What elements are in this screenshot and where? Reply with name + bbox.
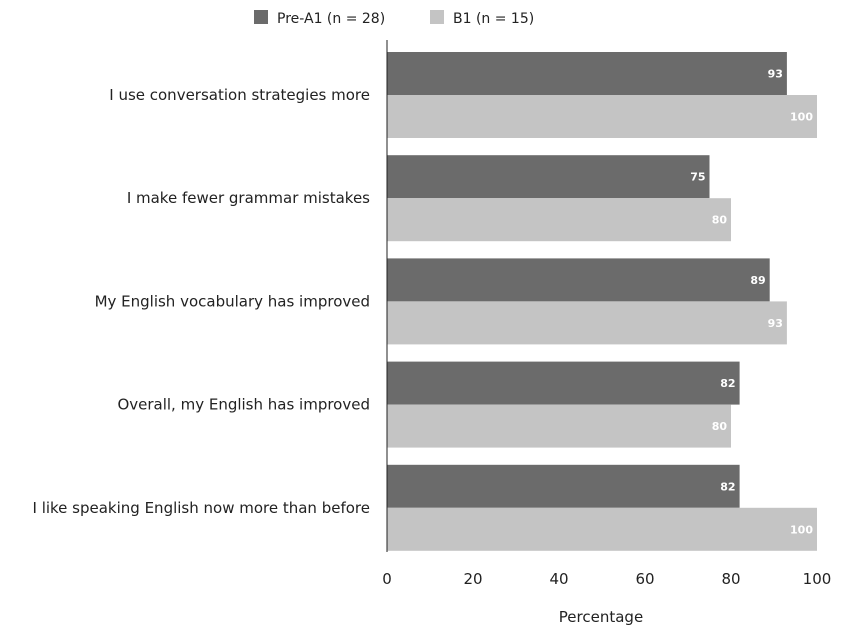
category-label-0: I use conversation strategies more <box>109 86 370 104</box>
bar-3-1 <box>387 404 731 448</box>
x-tick-label-0: 0 <box>382 570 392 588</box>
x-axis-title: Percentage <box>559 608 643 626</box>
x-tick-label-2: 40 <box>549 570 568 588</box>
bar-0-0 <box>387 52 787 95</box>
legend: Pre-A1 (n = 28) B1 (n = 15) <box>254 10 534 27</box>
category-labels: I use conversation strategies more I make… <box>33 86 371 517</box>
category-label-1: I make fewer grammar mistakes <box>127 189 370 207</box>
data-label-1-1: 80 <box>712 214 728 227</box>
data-label-1-0: 75 <box>690 171 705 184</box>
category-label-3: Overall, my English has improved <box>117 396 370 414</box>
data-label-3-1: 80 <box>712 420 728 433</box>
data-label-0-0: 93 <box>768 68 783 81</box>
data-label-0-1: 100 <box>790 111 813 124</box>
bar-2-0 <box>387 258 770 302</box>
bar-0-1 <box>387 95 817 138</box>
x-axis-ticks: 0 20 40 60 80 100 <box>382 570 831 588</box>
legend-label-0: Pre-A1 (n = 28) <box>277 11 385 27</box>
data-label-3-0: 82 <box>720 377 735 390</box>
data-label-4-1: 100 <box>790 523 813 536</box>
bar-3-0 <box>387 361 740 405</box>
x-tick-label-3: 60 <box>635 570 654 588</box>
bar-1-0 <box>387 155 710 199</box>
bar-2-1 <box>387 301 787 345</box>
legend-label-1: B1 (n = 15) <box>453 11 534 27</box>
bar-4-1 <box>387 507 817 551</box>
category-label-4: I like speaking English now more than be… <box>33 499 371 517</box>
x-tick-label-1: 20 <box>463 570 482 588</box>
data-label-2-0: 89 <box>750 274 765 287</box>
x-tick-label-4: 80 <box>721 570 740 588</box>
category-label-2: My English vocabulary has improved <box>95 292 370 310</box>
x-tick-label-5: 100 <box>803 570 832 588</box>
bar-1-1 <box>387 198 731 242</box>
data-label-2-1: 93 <box>768 317 783 330</box>
bars-group: 93 100 75 80 89 93 82 80 82 100 <box>387 52 817 551</box>
legend-swatch-1 <box>430 10 444 24</box>
bar-4-0 <box>387 464 740 508</box>
data-label-4-0: 82 <box>720 480 735 493</box>
legend-swatch-0 <box>254 10 268 24</box>
